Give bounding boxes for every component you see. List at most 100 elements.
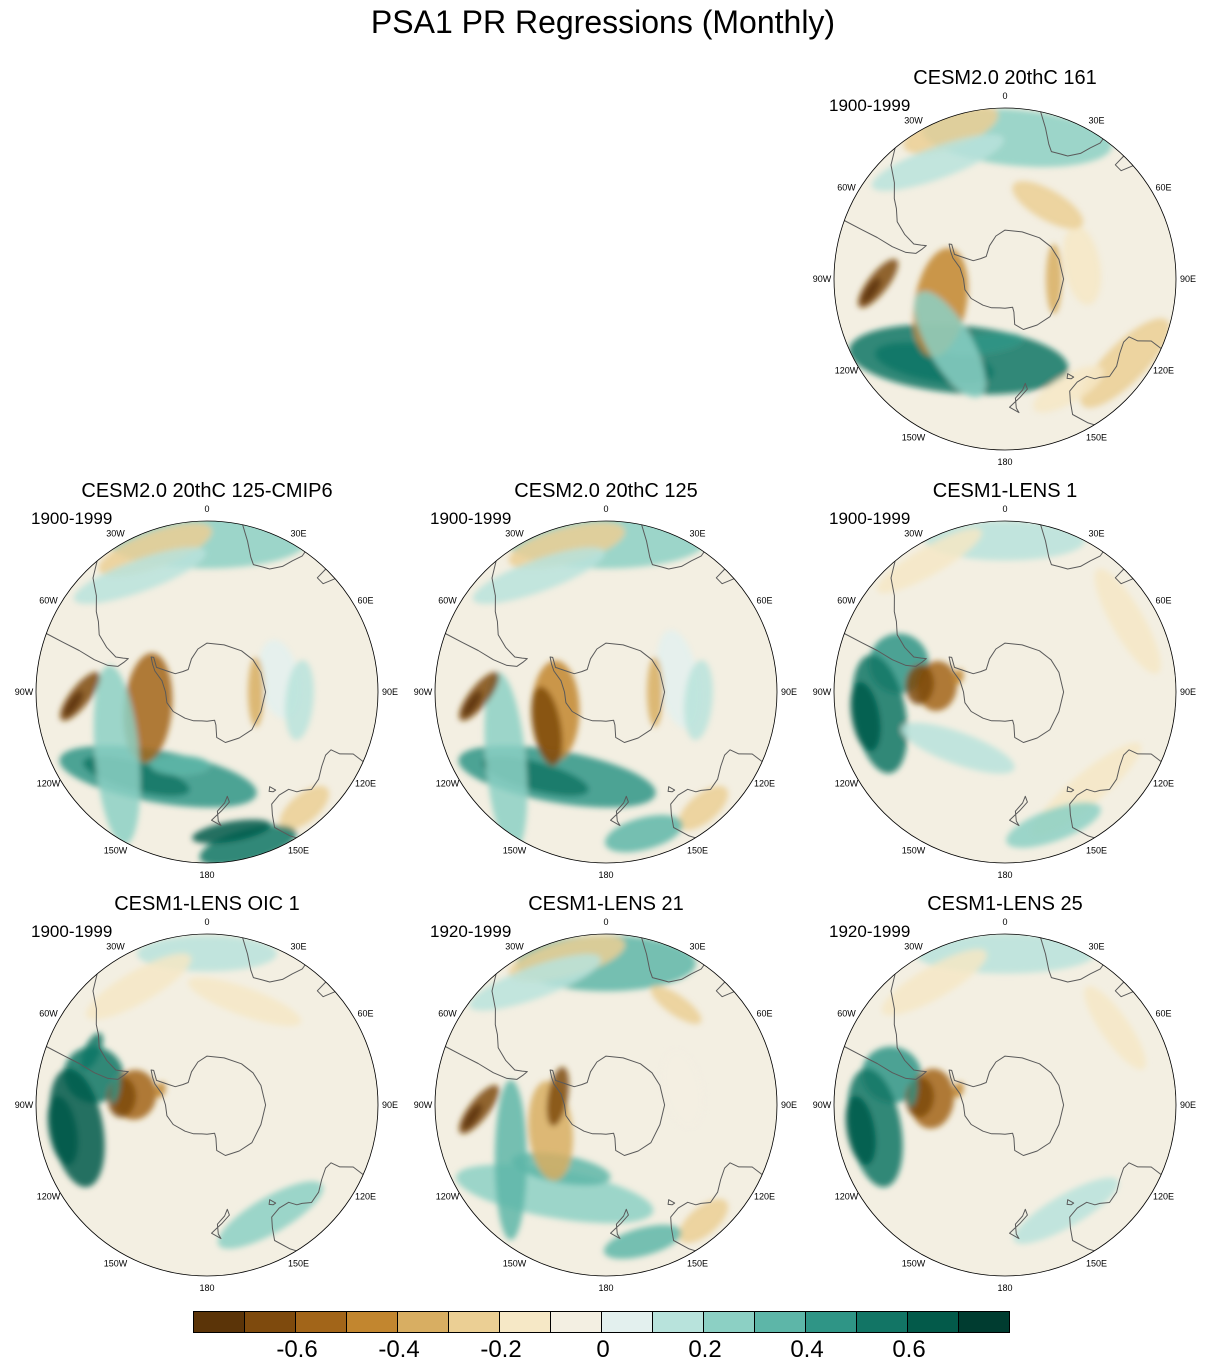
new-zealand-coastline xyxy=(1009,382,1028,414)
anomaly-contour xyxy=(1084,986,1146,1070)
anomaly-contour xyxy=(531,686,563,766)
longitude-label: 30E xyxy=(689,942,705,952)
colorbar-swatch xyxy=(805,1311,856,1333)
longitude-label: 120E xyxy=(1153,779,1174,789)
africa-coastline xyxy=(242,524,306,570)
anomaly-contour xyxy=(285,660,314,740)
anomaly-contour xyxy=(462,691,482,717)
longitude-label: 60E xyxy=(1155,596,1171,606)
longitude-label: 90E xyxy=(781,1100,797,1110)
figure-title: PSA1 PR Regressions (Monthly) xyxy=(370,4,836,40)
polar-map: 0 30E 60E 90E 120E 150E 180 150W 120W 90W 60W 30W xyxy=(15,504,398,880)
longitude-label: 150E xyxy=(1086,433,1107,443)
colorbar-swatch xyxy=(652,1311,703,1333)
anomaly-contour xyxy=(908,1077,918,1107)
anomaly-contour xyxy=(661,1049,704,1129)
longitude-label: 30E xyxy=(689,529,705,539)
map-border xyxy=(35,520,379,864)
longitude-label: 120W xyxy=(436,779,460,789)
longitude-label: 30E xyxy=(1088,942,1104,952)
colorbar-tick-label: 0 xyxy=(596,1336,610,1363)
longitude-label: 30W xyxy=(904,116,923,126)
longitude-label: 180 xyxy=(199,1283,214,1293)
australia-coastline xyxy=(271,749,364,839)
tasmania-coastline xyxy=(1066,1199,1075,1206)
colorbar-tick-label: -0.2 xyxy=(480,1336,522,1363)
longitude-label: 30E xyxy=(290,529,306,539)
map-panel: CESM1-LENS OIC 1 1900-1999 0 30E 60E 90E 120… xyxy=(15,892,398,1293)
longitude-label: 60E xyxy=(357,596,373,606)
panel-period: 1900-1999 xyxy=(31,509,113,528)
polar-map: 0 30E 60E 90E 120E 150E 180 150W 120W 90W 60W 30W xyxy=(813,917,1196,1293)
longitude-label: 60E xyxy=(357,1009,373,1019)
longitude-label: 120E xyxy=(355,1192,376,1202)
polar-map: 0 30E 60E 90E 120E 150E 180 150W 120W 90W 60W 30W xyxy=(15,917,398,1293)
longitude-label: 0 xyxy=(1002,917,1007,927)
australia-coastline xyxy=(1069,336,1162,426)
colorbar-swatch xyxy=(958,1311,1010,1333)
antarctica-coastline xyxy=(948,642,1065,743)
tasmania-coastline xyxy=(268,786,277,793)
anomaly-contour xyxy=(1094,568,1161,674)
anomaly-contour xyxy=(646,657,663,727)
longitude-label: 150W xyxy=(503,846,527,856)
colorbar-swatch xyxy=(244,1311,295,1333)
longitude-label: 90W xyxy=(414,1100,433,1110)
africa-coastline xyxy=(1040,111,1104,157)
new-zealand-coastline xyxy=(610,795,629,827)
longitude-label: 30E xyxy=(1088,529,1104,539)
longitude-label: 150W xyxy=(104,846,128,856)
anomaly-contour xyxy=(279,785,330,831)
anomaly-contour xyxy=(192,819,272,844)
anomaly-contour xyxy=(150,755,211,776)
panel-title: CESM2.0 20thC 125 xyxy=(514,480,698,502)
colorbar-swatch xyxy=(346,1311,397,1333)
longitude-label: 90E xyxy=(1180,687,1196,697)
map-panel: CESM1-LENS 25 1920-1999 0 30E 60E 90E 120E 15… xyxy=(813,892,1196,1293)
south-america-coastline xyxy=(844,973,927,1080)
colorbar-swatch xyxy=(397,1311,448,1333)
south-america-coastline xyxy=(46,973,129,1080)
regression-field xyxy=(848,108,1170,413)
longitude-label: 90W xyxy=(813,274,832,284)
anomaly-contour xyxy=(484,672,528,852)
africa-coastline xyxy=(1040,937,1104,983)
anomaly-contour xyxy=(914,291,986,398)
tasmania-coastline xyxy=(1066,373,1075,380)
anomaly-contour xyxy=(472,547,605,604)
anomaly-contour xyxy=(73,547,206,604)
colorbar-swatch xyxy=(550,1311,601,1333)
anomaly-contour xyxy=(47,1095,78,1166)
anomaly-contour xyxy=(80,1032,104,1070)
anomaly-contour xyxy=(650,985,702,1024)
longitude-label: 120E xyxy=(1153,366,1174,376)
longitude-label: 60E xyxy=(1155,1009,1171,1019)
antarctica-coastline xyxy=(549,1055,666,1156)
anomaly-contour xyxy=(1012,181,1084,229)
longitude-label: 60W xyxy=(39,596,58,606)
longitude-label: 0 xyxy=(204,504,209,514)
longitude-label: 120W xyxy=(37,1192,61,1202)
polar-map: 0 30E 60E 90E 120E 150E 180 150W 120W 90W 60W 30W xyxy=(414,917,797,1293)
panel-title: CESM2.0 20thC 161 xyxy=(913,67,1097,89)
longitude-label: 0 xyxy=(1002,504,1007,514)
anomaly-contour xyxy=(845,1095,876,1166)
longitude-label: 60W xyxy=(39,1009,58,1019)
anomaly-contour xyxy=(1013,1177,1119,1244)
south-america-coastline xyxy=(46,560,129,667)
panel-period: 1920-1999 xyxy=(430,922,512,941)
longitude-label: 180 xyxy=(598,1283,613,1293)
antarctica-coastline xyxy=(549,642,666,743)
new-zealand-coastline xyxy=(610,1208,629,1240)
anomaly-contour xyxy=(247,657,264,727)
anomaly-contour xyxy=(217,1181,324,1249)
longitude-label: 60E xyxy=(1155,183,1171,193)
panel-period: 1900-1999 xyxy=(829,96,911,115)
longitude-label: 120E xyxy=(1153,1192,1174,1202)
anomaly-contour xyxy=(678,1198,729,1244)
colorbar-swatch xyxy=(601,1311,652,1333)
anomaly-contour xyxy=(93,665,141,845)
longitude-label: 90W xyxy=(15,1100,34,1110)
longitude-label: 90W xyxy=(813,687,832,697)
anomaly-contour xyxy=(953,1082,964,1098)
